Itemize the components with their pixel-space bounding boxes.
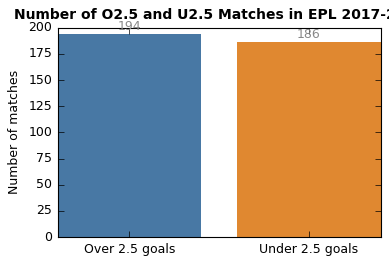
Text: 194: 194 [117,20,141,33]
Title: Number of O2.5 and U2.5 Matches in EPL 2017-2018: Number of O2.5 and U2.5 Matches in EPL 2… [14,8,389,22]
Bar [58,34,201,237]
Y-axis label: Number of matches: Number of matches [8,70,21,195]
Bar [237,42,381,237]
Text: 186: 186 [297,28,321,41]
